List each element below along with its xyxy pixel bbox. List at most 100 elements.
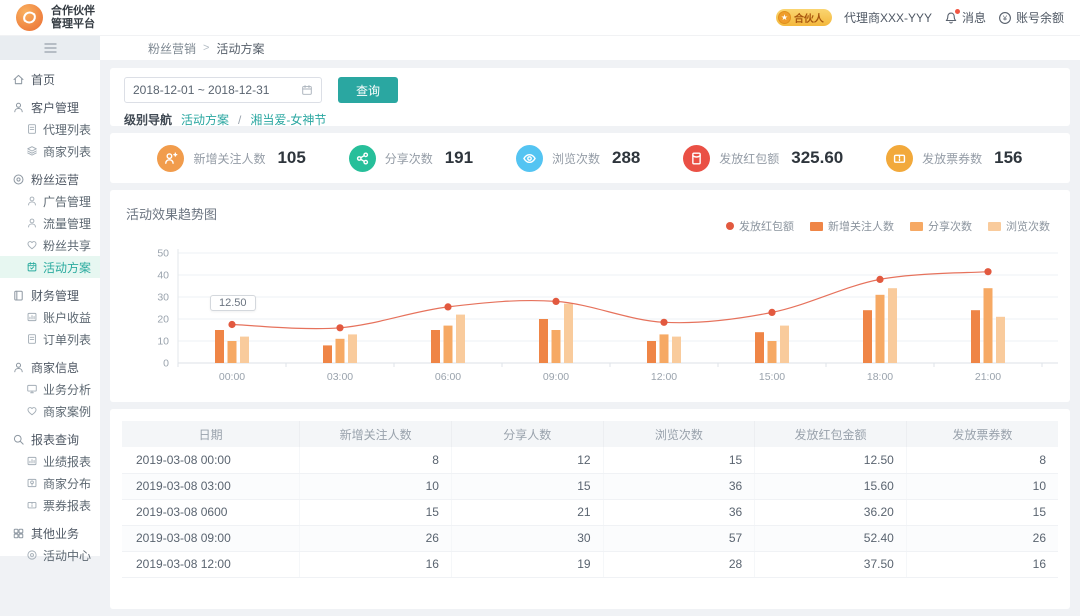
data-point (768, 308, 776, 316)
sidebar-item-label: 活动方案 (43, 260, 92, 275)
partner-badge[interactable]: ★ 合伙人 (775, 9, 832, 26)
table-cell: 21 (451, 499, 604, 526)
messages-button[interactable]: 消息 (944, 8, 986, 26)
data-point (876, 275, 884, 283)
breadcrumb-item-current: 活动方案 (216, 41, 265, 56)
chart-title: 活动效果趋势图 (126, 207, 218, 222)
activity-plan-icon (26, 261, 38, 273)
table-row: 2019-03-08 12:00 16 19 28 37.50 16 (122, 551, 1058, 578)
table-cell: 10 (906, 473, 1058, 500)
user-plus-icon (157, 144, 185, 172)
bar-segment (672, 336, 681, 363)
breadcrumb-item[interactable]: 粉丝营销 (148, 41, 197, 56)
stat-red-packet: 发放红包额 325.60 (683, 144, 844, 172)
sidebar-item-label: 广告管理 (43, 194, 92, 209)
balance-button[interactable]: ¥ 账号余额 (998, 9, 1064, 26)
table-cell: 30 (451, 525, 604, 552)
sidebar-item-merchant-distribution[interactable]: 商家分布 (0, 472, 100, 494)
sidebar-item-performance-report[interactable]: 业绩报表 (0, 450, 100, 472)
bar-segment (215, 330, 224, 363)
bar-segment (539, 319, 548, 363)
merchant-case-icon (26, 405, 38, 417)
level-link-campaign[interactable]: 湘当爱-女神节 (250, 113, 327, 127)
sidebar-item-label: 商家案例 (43, 404, 92, 419)
sidebar-menu: 首页客户管理 代理列表商家列表粉丝运营广告管理流量管理 粉丝共享活动方案财务管理 账户… (0, 60, 100, 566)
sidebar-item-traffic[interactable]: 流量管理 (0, 212, 100, 234)
sidebar-item-activity-plan[interactable]: 活动方案 (0, 256, 100, 278)
table-cell: 15 (906, 499, 1058, 526)
brand-title: 合作伙伴 管理平台 (51, 4, 95, 30)
trend-chart: 0 10 20 30 40 50 00:00 03:00 06:00 09:00 12:00 15:0… (126, 239, 1058, 408)
table-column-header: 发放票券数 (906, 421, 1058, 447)
home-icon (12, 73, 25, 86)
sidebar-collapse-button[interactable] (0, 36, 100, 60)
stat-value: 105 (277, 148, 306, 167)
sidebar-item-finance[interactable]: 财务管理 (0, 284, 100, 306)
sidebar-item-agent-list[interactable]: 代理列表 (0, 118, 100, 140)
legend-item[interactable]: 浏览次数 (988, 218, 1050, 234)
legend-item[interactable]: 新增关注人数 (810, 218, 894, 234)
sidebar-group-label: 报表查询 (31, 432, 80, 447)
legend-item[interactable]: 分享次数 (910, 218, 972, 234)
sidebar-item-merchant-list[interactable]: 商家列表 (0, 140, 100, 162)
stat-value: 325.60 (791, 148, 844, 167)
bar-segment (971, 310, 980, 363)
sidebar-item-merchant-info[interactable]: 商家信息 (0, 356, 100, 378)
stat-share: 分享次数 191 (348, 144, 474, 172)
axis-label: 12:00 (651, 371, 677, 383)
table-cell: 15.60 (754, 473, 907, 500)
data-point (552, 297, 560, 305)
sidebar-item-order-list[interactable]: 订单列表 (0, 328, 100, 350)
legend-item[interactable]: 发放红包额 (726, 218, 794, 234)
ticket-icon (886, 144, 914, 172)
merchant-info-icon (12, 361, 25, 374)
table-row: 2019-03-08 00:00 8 12 15 12.50 8 (122, 447, 1058, 474)
sidebar-item-business-analysis[interactable]: 业务分析 (0, 378, 100, 400)
stat-value: 191 (444, 148, 474, 167)
data-point (984, 268, 992, 276)
sidebar-item-other-business[interactable]: 其他业务 (0, 522, 100, 544)
bar-segment (227, 341, 237, 363)
bar-segment (348, 334, 357, 363)
legend-label: 新增关注人数 (828, 221, 894, 233)
bar-segment (323, 345, 332, 363)
axis-label: 18:00 (867, 371, 893, 383)
stat-label: 浏览次数 (551, 151, 600, 166)
sidebar-item-report-query[interactable]: 报表查询 (0, 428, 100, 450)
sidebar-item-home[interactable]: 首页 (0, 68, 100, 90)
red-packet-icon (683, 144, 711, 172)
sidebar-item-customers[interactable]: 客户管理 (0, 96, 100, 118)
date-range-input[interactable]: 2018-12-01 ~ 2018-12-31 (124, 77, 322, 103)
axis-label: 09:00 (543, 371, 569, 383)
chart-legend: 发放红包额 新增关注人数 分享次数 浏览次数 (726, 218, 1050, 234)
sidebar-item-label: 商家列表 (43, 144, 92, 159)
sidebar-item-ads[interactable]: 广告管理 (0, 190, 100, 212)
balance-label: 账号余额 (1015, 11, 1064, 25)
table-cell: 2019-03-08 00:00 (122, 447, 301, 474)
sidebar-item-merchant-case[interactable]: 商家案例 (0, 400, 100, 422)
table-column-header: 发放红包金额 (754, 421, 907, 447)
table-cell: 12 (451, 447, 604, 474)
bar-segment (996, 316, 1005, 363)
agent-name: 代理商XXX-YYY (843, 11, 932, 25)
stat-value: 156 (994, 148, 1023, 167)
share-icon (348, 144, 376, 172)
table-cell: 15 (451, 473, 604, 500)
sidebar-item-account-income[interactable]: 账户收益 (0, 306, 100, 328)
table-cell: 2019-03-08 12:00 (122, 551, 301, 578)
merchant-list-icon (26, 145, 38, 157)
stat-label: 新增关注人数 (193, 151, 266, 166)
query-button[interactable]: 查询 (338, 77, 399, 103)
sidebar-item-label: 业务分析 (43, 382, 92, 397)
table-cell: 16 (299, 551, 452, 578)
level-link-plan[interactable]: 活动方案 (181, 113, 230, 127)
table-header-row: 日期 新增关注人数 分享人数 浏览次数 发放红包金额 发放票券数 (122, 421, 1058, 447)
order-list-icon (26, 333, 38, 345)
fan-share-icon (26, 239, 38, 251)
stat-user-plus: 新增关注人数 105 (157, 144, 306, 172)
stat-label: 发放红包额 (719, 151, 780, 166)
sidebar-item-fans[interactable]: 粉丝运营 (0, 168, 100, 190)
sidebar-item-ticket-report[interactable]: 票券报表 (0, 494, 100, 516)
table-cell: 2019-03-08 09:00 (122, 525, 301, 552)
sidebar-item-fan-share[interactable]: 粉丝共享 (0, 234, 100, 256)
